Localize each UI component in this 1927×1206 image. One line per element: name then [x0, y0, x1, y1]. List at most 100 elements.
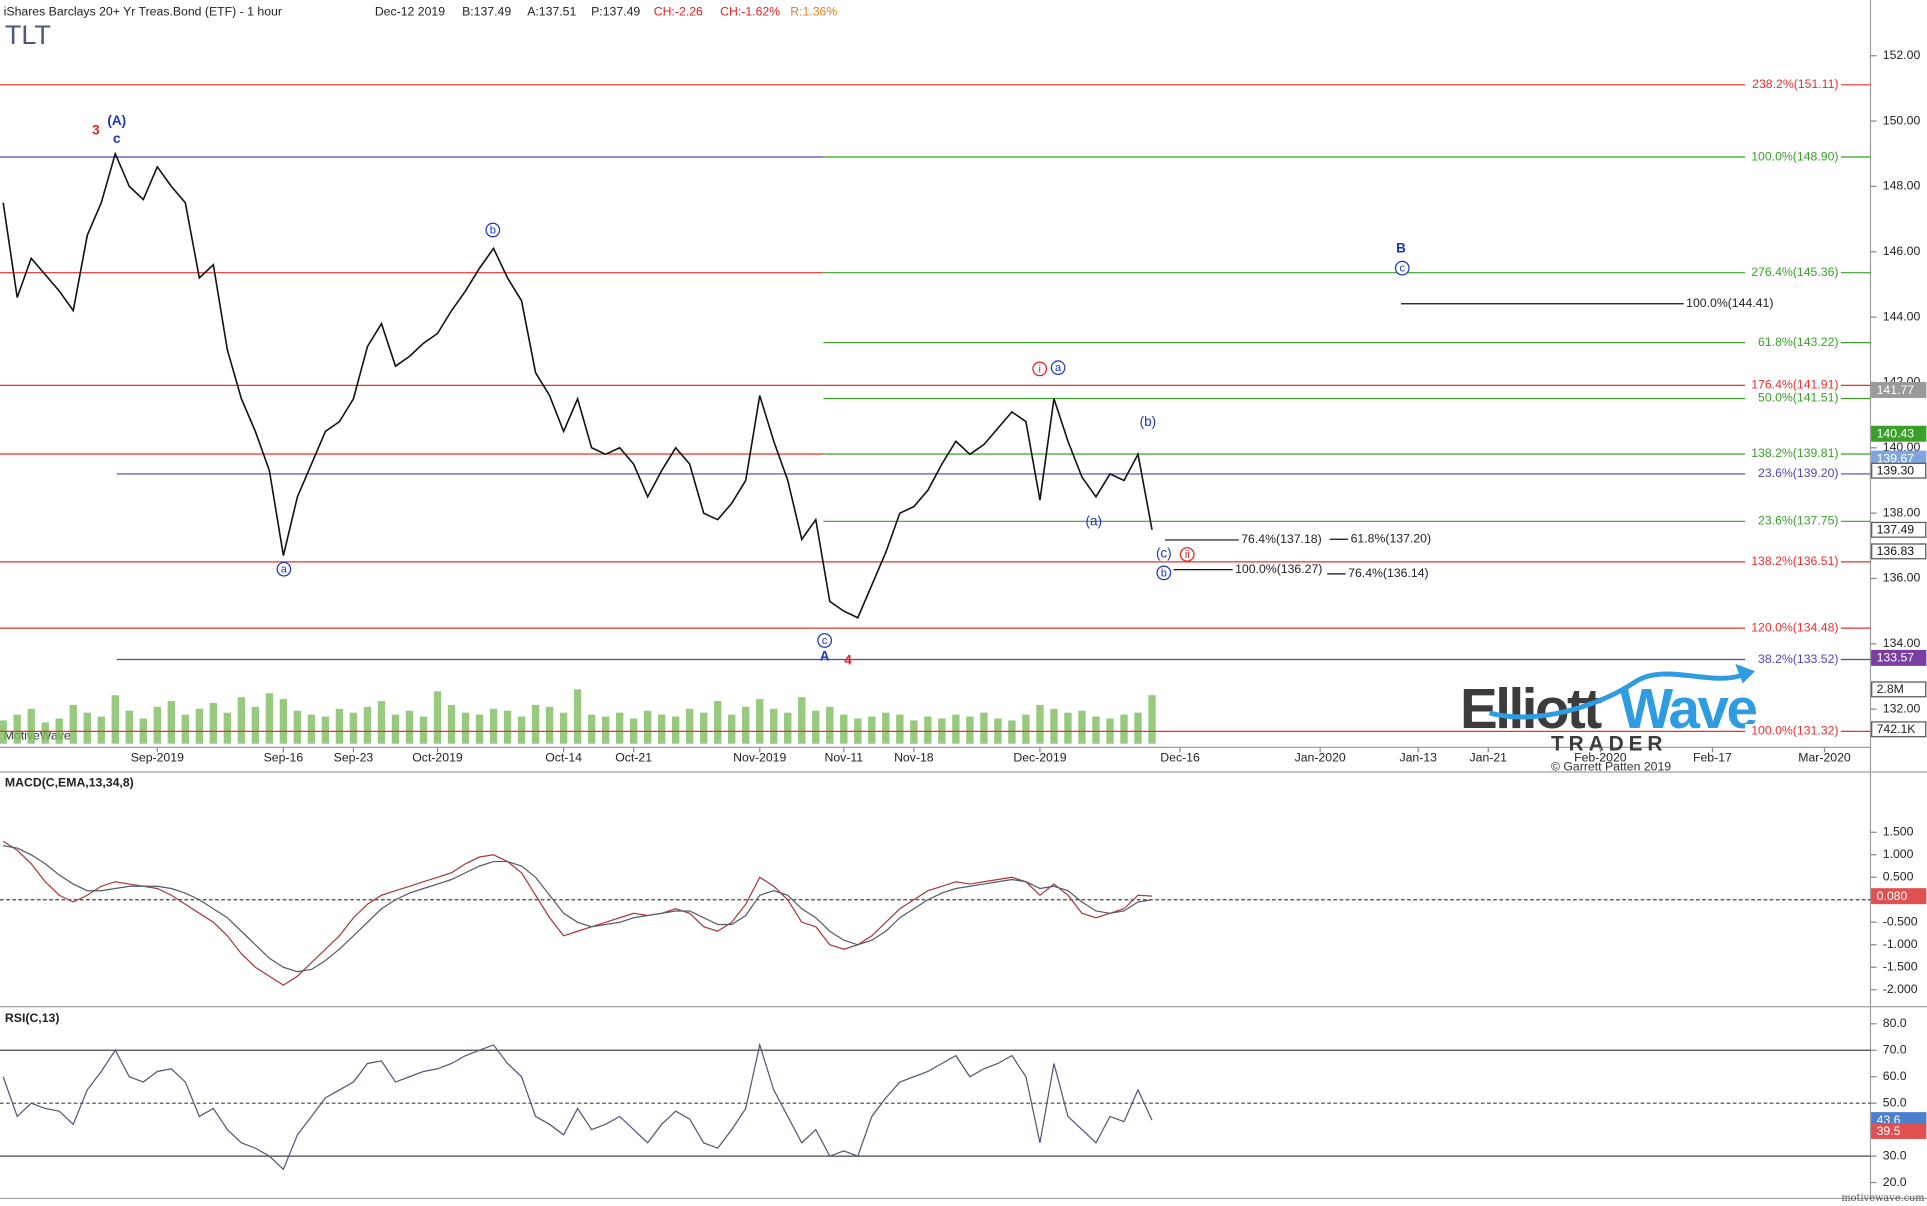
- x-tick-label: Dec-2019: [1013, 751, 1066, 765]
- volume-bar: [461, 712, 470, 744]
- wave-label: b: [1161, 567, 1167, 579]
- level-label: 100.0%(148.90): [1751, 149, 1838, 163]
- wave-label: b: [490, 225, 496, 237]
- panel-title: MACD(C,EMA,13,34,8): [5, 775, 134, 789]
- volume-bar: [770, 708, 778, 744]
- price-tag-label: 136.83: [1877, 544, 1915, 558]
- y-tick-label: 132.00: [1883, 701, 1921, 715]
- volume-bar: [279, 699, 288, 744]
- x-tick-label: Feb-17: [1693, 751, 1732, 765]
- volume-bar: [195, 708, 204, 744]
- projection-label: 76.4%(136.14): [1348, 566, 1428, 580]
- volume-bar: [1050, 708, 1058, 744]
- wave-circle: [1156, 565, 1172, 581]
- x-tick-label: Sep-23: [334, 751, 374, 765]
- x-tick-label: Sep-16: [264, 751, 304, 765]
- level-label-bg: [1745, 724, 1841, 739]
- quote-change: CH:-2.26: [654, 5, 703, 19]
- volume-bar: [1022, 714, 1030, 744]
- volume-bar: [447, 704, 456, 744]
- price-tag: [1871, 521, 1927, 538]
- level-label: 38.2%(133.52): [1758, 652, 1838, 666]
- y-tick-label: 60.0: [1883, 1069, 1907, 1083]
- level-label: 238.2%(151.11): [1752, 77, 1838, 91]
- volume-bar: [97, 716, 105, 744]
- x-tick-label: Nov-18: [894, 751, 934, 765]
- volume-bar: [882, 712, 890, 744]
- volume-bar: [657, 714, 666, 744]
- volume-bar: [840, 714, 848, 744]
- wave-circle: [1050, 360, 1066, 376]
- x-tick-label: Jan-21: [1470, 751, 1508, 765]
- y-tick-label: 150.00: [1883, 113, 1921, 127]
- volume-bar: [1036, 704, 1044, 744]
- quote-bid: B:137.49: [462, 5, 511, 19]
- y-tick-label: 80.0: [1883, 1016, 1907, 1030]
- level-label-bg: [1745, 554, 1841, 570]
- level-label-bg: [1745, 466, 1841, 482]
- volume-bar: [251, 706, 260, 744]
- y-tick-label: 70.0: [1883, 1043, 1907, 1057]
- site-name: motivewave.com: [1841, 1193, 1925, 1204]
- price-tag: [1871, 381, 1927, 398]
- price-line: [2, 151, 1153, 619]
- wave-circle: [276, 561, 292, 577]
- level-label: 23.6%(137.75): [1758, 514, 1838, 528]
- level-label: 100.0%(131.32): [1751, 724, 1838, 738]
- wave-circle: [1032, 361, 1048, 377]
- level-label-bg: [1745, 652, 1841, 667]
- wave-label: B: [1396, 241, 1406, 256]
- level-label-bg: [1745, 620, 1841, 636]
- quote-price: P:137.49: [591, 5, 640, 19]
- volume-bar: [83, 712, 91, 744]
- volume-bar: [237, 697, 246, 744]
- wave-circle: [817, 633, 833, 648]
- logo-name-b: Wave: [1620, 677, 1757, 740]
- wave-label: (c): [1156, 545, 1172, 560]
- volume-bar: [1078, 710, 1086, 744]
- price-tag: [1871, 425, 1927, 442]
- level-label: 276.4%(145.36): [1751, 265, 1838, 279]
- volume-bar: [349, 712, 358, 744]
- volume-bar: [69, 704, 77, 744]
- projection-label: 100.0%(136.27): [1235, 562, 1322, 576]
- volume-bar: [601, 716, 610, 744]
- volume-bar: [111, 695, 119, 744]
- quote-date: Dec-12 2019: [375, 5, 445, 19]
- volume-bar: [573, 689, 582, 744]
- level-label-bg: [1745, 446, 1841, 462]
- volume-bar: [531, 704, 540, 744]
- y-tick-label: 148.00: [1883, 179, 1921, 193]
- wave-label: (b): [1140, 414, 1156, 429]
- volume-bar: [489, 708, 498, 744]
- price-tag-label: 139.67: [1877, 451, 1915, 465]
- price-tag-label: 39.5: [1877, 1124, 1901, 1138]
- y-tick-label: 144.00: [1883, 309, 1921, 323]
- wave-circle: [1394, 260, 1410, 276]
- volume-bar: [167, 701, 176, 744]
- x-tick-label: Oct-21: [615, 751, 652, 765]
- volume-bar: [265, 693, 274, 744]
- y-tick-label: 134.00: [1883, 636, 1921, 650]
- volume-bar: [503, 710, 512, 744]
- level-label-bg: [1745, 513, 1841, 529]
- wave-circle: [485, 222, 501, 238]
- volume-bar: [153, 706, 161, 744]
- y-tick-label: 30.0: [1883, 1148, 1907, 1162]
- x-tick-label: Nov-2019: [733, 751, 786, 765]
- y-tick-label: 152.00: [1883, 48, 1921, 62]
- y-tick-label: 1.500: [1883, 825, 1914, 839]
- volume-tag-label: 742.1K: [1877, 722, 1917, 736]
- x-tick-label: Sep-2019: [131, 751, 184, 765]
- volume-bar: [615, 712, 624, 744]
- level-label-bg: [1745, 391, 1841, 406]
- price-tag: [1871, 543, 1927, 560]
- volume-bar: [1134, 712, 1142, 744]
- volume-bar: [433, 691, 442, 744]
- volume-bar: [391, 714, 400, 744]
- volume-bar: [896, 714, 904, 744]
- volume-bar: [700, 712, 708, 744]
- level-label: 50.0%(141.51): [1758, 391, 1838, 405]
- price-tag-label: 141.77: [1877, 383, 1915, 397]
